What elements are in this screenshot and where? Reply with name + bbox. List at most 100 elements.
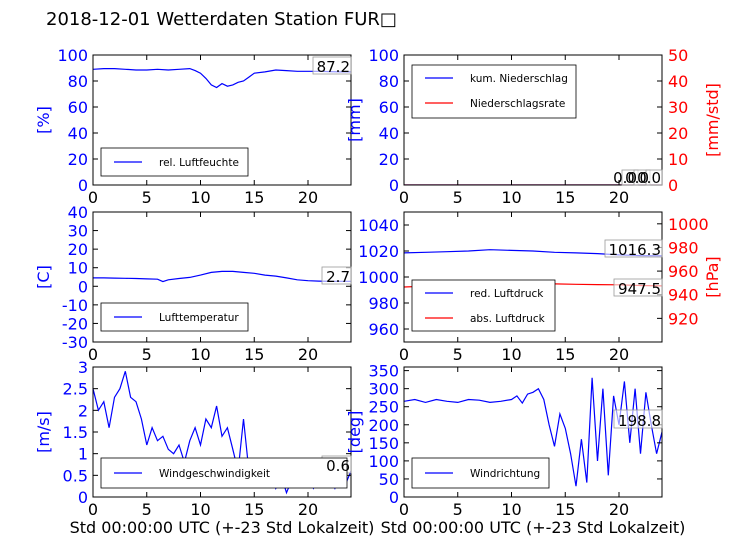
x-tick-label: 20 (609, 500, 629, 519)
y-tick-label: 40 (68, 124, 88, 143)
legend-box (411, 64, 577, 119)
y-tick-label: 3 (78, 358, 88, 377)
y-tick-label: 60 (68, 98, 88, 117)
y-tick-label: 2.5 (63, 380, 88, 399)
x-tick-label: 20 (298, 345, 318, 364)
y-axis-label: [%] (34, 106, 53, 134)
x-tick-label: 15 (555, 500, 575, 519)
x-tick-label: 20 (298, 188, 318, 207)
y-tick-label: 20 (68, 240, 88, 259)
x-tick-label: 5 (142, 345, 152, 364)
y2-axis-label: [hPa] (703, 256, 722, 297)
x-tick-label: 10 (501, 500, 521, 519)
x-axis-label: Std 00:00:00 UTC (+-23 Std Lokalzeit) (70, 518, 375, 537)
y-tick-label: 200 (368, 416, 399, 435)
x-axis-label: Std 00:00:00 UTC (+-23 Std Lokalzeit) (381, 518, 686, 537)
legend-label: abs. Luftdruck (470, 313, 546, 325)
legend-label: rel. Luftfeuchte (159, 157, 239, 169)
x-tick-label: 20 (609, 345, 629, 364)
y-tick-label: 1020 (358, 242, 399, 261)
y-tick-label: 300 (368, 380, 399, 399)
chart-temperature (92, 211, 352, 343)
x-tick-label: 0 (88, 188, 98, 207)
value-annotation-box (613, 409, 663, 429)
y-tick-label: 20 (379, 150, 399, 169)
x-tick-label: 20 (298, 500, 318, 519)
y-tick-label: 10 (68, 259, 88, 278)
y-tick-label: 100 (368, 46, 399, 65)
y-tick-label: 250 (368, 398, 399, 417)
x-tick-label: 5 (142, 188, 152, 207)
y-tick-label: 150 (368, 434, 399, 453)
y-axis-label: [mm] (345, 98, 364, 142)
y-tick-label: 960 (368, 320, 399, 339)
x-tick-label: 15 (244, 500, 264, 519)
y2-tick-label: 50 (668, 46, 688, 65)
y-tick-label: 40 (68, 203, 88, 222)
y-tick-label: 0 (78, 488, 88, 507)
y-tick-label: 100 (368, 452, 399, 471)
chart-humidity (92, 54, 352, 186)
y2-axis-label: [mm/std] (703, 83, 722, 157)
axes-frame (92, 54, 352, 186)
x-tick-label: 15 (244, 345, 264, 364)
axes-frame (403, 366, 663, 498)
y-tick-label: 2 (78, 401, 88, 420)
legend-label: Lufttemperatur (159, 312, 239, 324)
x-tick-label: 5 (453, 345, 463, 364)
y-tick-label: 60 (379, 98, 399, 117)
value-annotation-box (312, 56, 352, 75)
value-annotation-box (604, 239, 663, 258)
value-annotation: 2.7 (326, 268, 350, 286)
y-tick-label: 20 (68, 150, 88, 169)
x-tick-label: 10 (501, 188, 521, 207)
y-tick-label: 1040 (358, 216, 399, 235)
value-annotation-box (321, 266, 352, 285)
x-tick-label: 15 (555, 188, 575, 207)
y-tick-label: -20 (62, 314, 88, 333)
series-line-rel-luftfeuchte (93, 67, 351, 89)
legend-label: Niederschlagsrate (470, 98, 565, 110)
x-tick-label: 0 (399, 500, 409, 519)
legend-box (411, 279, 556, 332)
legend-box (100, 457, 348, 489)
value-annotation: 0.0 (637, 169, 661, 187)
y-tick-label: 0 (389, 176, 399, 195)
legend-label: Windrichtung (470, 468, 540, 480)
x-tick-label: 20 (609, 188, 629, 207)
value-annotation: 947.5 (618, 280, 661, 298)
y2-tick-label: 10 (668, 150, 688, 169)
y-tick-label: 1 (78, 445, 88, 464)
value-annotation: 0.0 (625, 169, 649, 187)
y2-tick-label: 0 (668, 176, 678, 195)
value-annotation: 1016.3 (609, 241, 662, 259)
y-axis-label: [C] (34, 265, 53, 289)
y-tick-label: 80 (379, 72, 399, 91)
x-tick-label: 10 (190, 345, 210, 364)
y-tick-label: 1000 (358, 268, 399, 287)
value-annotation-box (613, 278, 663, 297)
chart-precip (403, 54, 663, 186)
y-tick-label: -10 (62, 296, 88, 315)
y2-tick-label: 20 (668, 124, 688, 143)
x-tick-label: 10 (501, 345, 521, 364)
y2-tick-label: 980 (668, 238, 699, 257)
y-tick-label: 30 (68, 222, 88, 241)
y-tick-label: 100 (57, 46, 88, 65)
value-annotation: 0.0 (613, 169, 637, 187)
y-tick-label: 0 (78, 277, 88, 296)
chart-direction (403, 366, 663, 498)
y2-tick-label: 920 (668, 309, 699, 328)
value-annotation: 198.8 (618, 412, 661, 430)
y2-tick-label: 1000 (668, 215, 709, 234)
x-tick-label: 10 (190, 500, 210, 519)
x-tick-label: 5 (142, 500, 152, 519)
y-tick-label: 0.5 (63, 466, 88, 485)
x-tick-label: 5 (453, 500, 463, 519)
y-tick-label: 350 (368, 362, 399, 381)
chart-title: 2018-12-01 Wetterdaten Station FUR□ (46, 9, 397, 30)
value-annotation: 87.2 (317, 58, 350, 76)
legend-label: kum. Niederschlag (470, 73, 568, 85)
x-tick-label: 5 (453, 188, 463, 207)
